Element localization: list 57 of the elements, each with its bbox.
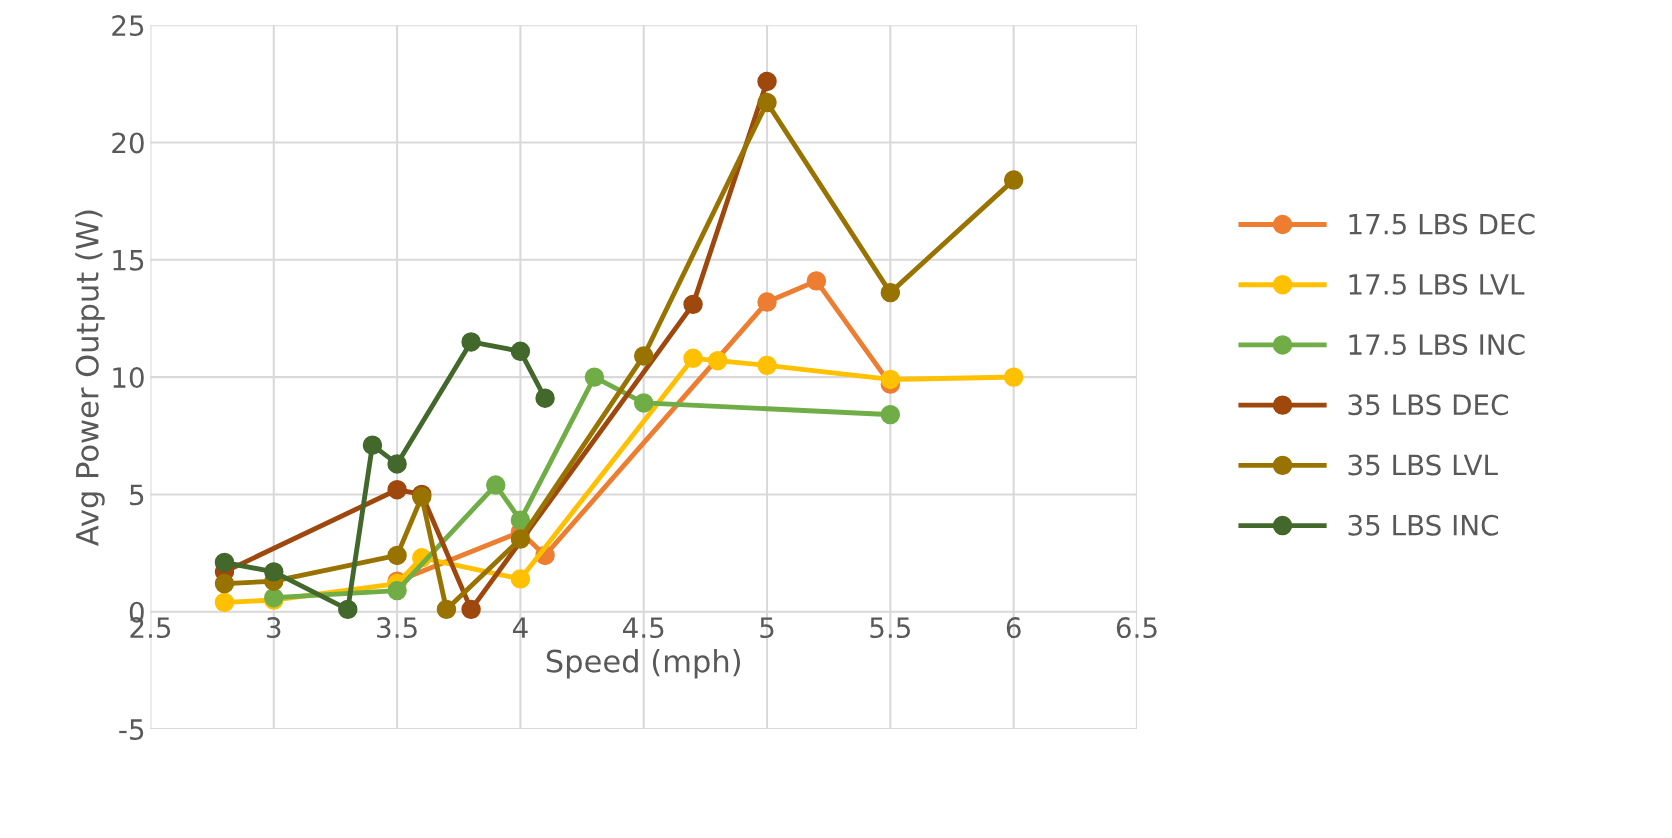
y-tick-label: -5 (119, 719, 144, 741)
legend-label: 17.5 LBS LVL (1349, 273, 1525, 295)
y-tick-label: 15 (113, 250, 144, 271)
point (880, 404, 901, 425)
point (880, 282, 901, 303)
point (1003, 367, 1024, 387)
y-axis-title: Avg Power Output (W) (75, 210, 105, 546)
x-tick-label: 4 (512, 617, 528, 638)
point (1003, 170, 1024, 190)
legend-label: 35 LBS INC (1348, 514, 1498, 536)
y-tick-label: 5 (130, 484, 144, 506)
point (264, 562, 284, 582)
point (387, 545, 407, 566)
point (214, 552, 235, 573)
y-tick-label: 20 (112, 132, 144, 154)
point (510, 529, 531, 549)
point (338, 599, 358, 620)
point (387, 480, 407, 500)
x-axis-title: Speed (mph) (546, 649, 741, 679)
legend-label: 35 LBS DEC (1348, 394, 1508, 416)
point (362, 435, 383, 455)
point (387, 454, 407, 474)
legend-label: 17.5 LBS DEC (1349, 213, 1535, 235)
point (707, 350, 728, 371)
point (510, 569, 531, 589)
point (683, 348, 703, 369)
x-tick-label: 4.5 (622, 617, 664, 639)
point (510, 341, 531, 362)
legend-label: 17.5 LBS INC (1349, 334, 1525, 356)
point (633, 393, 654, 413)
point (535, 388, 555, 408)
point (757, 292, 777, 312)
y-tick-label: 25 (112, 15, 144, 37)
x-tick-label: 6 (1006, 617, 1021, 639)
point (486, 475, 506, 495)
point (214, 573, 235, 594)
point (214, 592, 235, 613)
x-tick-label: 3 (267, 617, 281, 639)
point (880, 369, 901, 390)
point (633, 346, 654, 366)
point (806, 271, 827, 291)
x-tick-label: 5 (760, 617, 774, 639)
point (683, 294, 703, 315)
point (757, 355, 777, 376)
point (436, 599, 457, 620)
point (584, 367, 605, 387)
x-tick-label: 5.5 (870, 617, 910, 639)
x-tick-label: 3.5 (377, 617, 417, 639)
legend-label: 35 LBS LVL (1348, 454, 1498, 476)
y-tick-label: 10 (113, 367, 144, 389)
point (757, 71, 777, 92)
x-tick-label: 6.5 (1116, 617, 1157, 639)
point (387, 580, 407, 601)
point (510, 510, 531, 530)
point (461, 332, 481, 352)
point (757, 92, 777, 113)
point (461, 599, 481, 620)
